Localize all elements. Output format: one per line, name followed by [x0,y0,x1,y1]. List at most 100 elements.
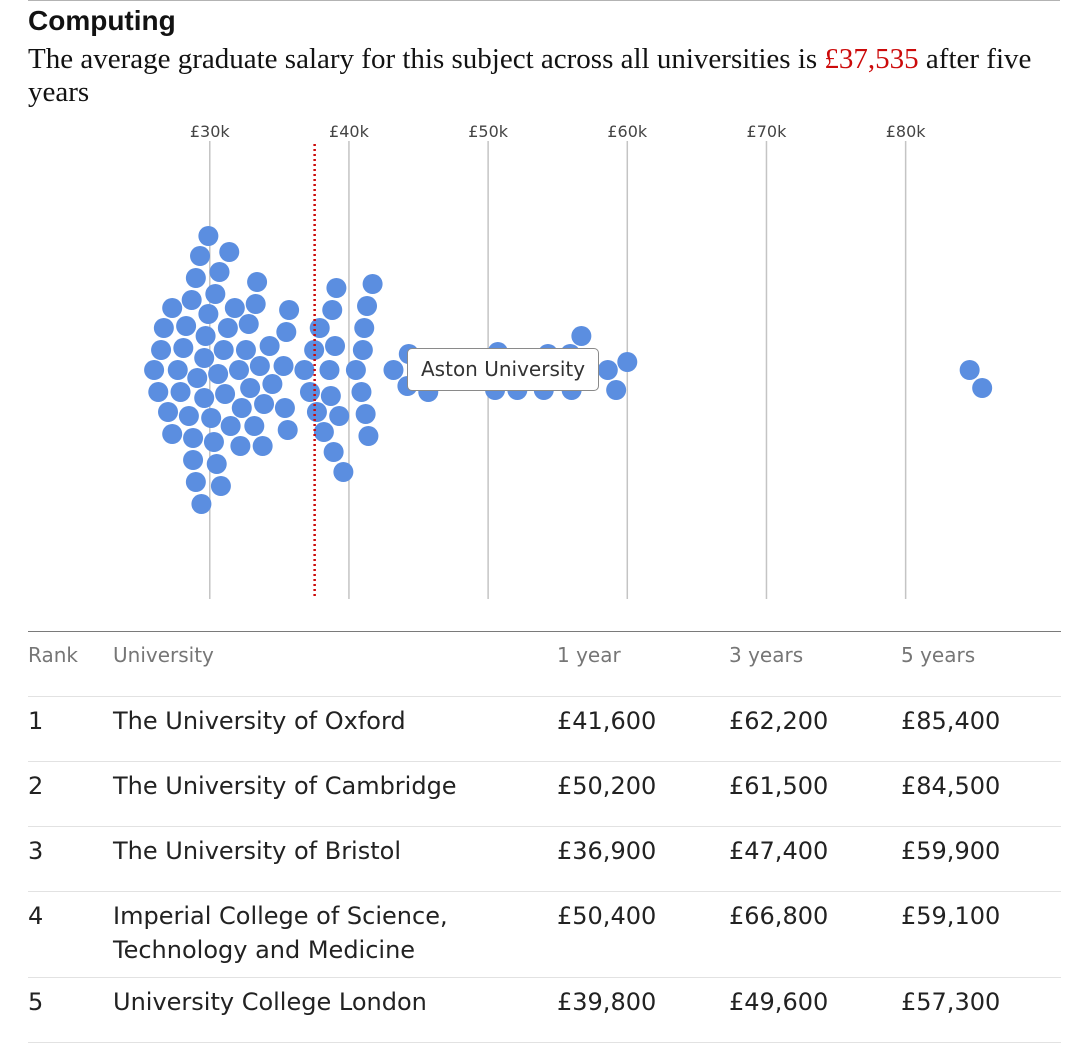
university-dot[interactable] [162,298,183,318]
university-dot[interactable] [617,352,638,372]
university-dot[interactable] [183,450,204,470]
university-dot[interactable] [238,314,259,334]
subtitle-suffix: after five years [28,43,1032,108]
x-tick-label: £40k [329,122,370,141]
x-tick-label: £60k [607,122,648,141]
university-dot[interactable] [240,378,261,398]
university-dot[interactable] [170,382,191,402]
university-dot[interactable] [205,284,226,304]
university-dot[interactable] [183,428,204,448]
university-dot[interactable] [313,422,334,442]
university-dot[interactable] [217,318,238,338]
university-dot[interactable] [178,406,199,426]
university-dot[interactable] [333,462,354,482]
header-rank[interactable]: Rank [28,643,78,667]
university-dot[interactable] [176,316,197,336]
university-dot[interactable] [351,382,372,402]
university-dot[interactable] [252,436,273,456]
header-1-year[interactable]: 1 year [557,643,621,667]
university-dot[interactable] [203,432,224,452]
university-dot[interactable] [173,338,194,358]
university-dot[interactable] [213,340,234,360]
university-dot[interactable] [185,472,206,492]
university-dot[interactable] [144,360,165,380]
university-dot[interactable] [151,340,172,360]
university-dot[interactable] [277,420,298,440]
university-dot[interactable] [597,360,618,380]
university-dot[interactable] [231,398,252,418]
university-dot[interactable] [254,394,275,414]
university-dot[interactable] [198,226,219,246]
university-dot[interactable] [274,398,295,418]
university-dot[interactable] [606,380,627,400]
header-university[interactable]: University [113,643,214,667]
university-dot[interactable] [352,340,373,360]
university-dot[interactable] [185,268,206,288]
university-dot[interactable] [273,356,294,376]
university-dot[interactable] [358,426,379,446]
header-3-years[interactable]: 3 years [729,643,804,667]
university-dot[interactable] [322,300,343,320]
university-dot[interactable] [357,296,378,316]
university-dot[interactable] [571,326,592,346]
university-dot[interactable] [148,382,169,402]
university-dot[interactable] [245,294,266,314]
university-dot[interactable] [309,318,330,338]
university-dot[interactable] [320,386,341,406]
university-dot[interactable] [355,404,376,424]
university-dot[interactable] [262,374,283,394]
table-row: 1 The University of Oxford £41,600 £62,2… [28,697,1061,762]
university-dot[interactable] [228,360,249,380]
university-dot[interactable] [319,360,340,380]
chart-subtitle: The average graduate salary for this sub… [28,43,1063,109]
salary-5-years-cell: £57,300 [901,988,1001,1016]
university-dot[interactable] [249,356,270,376]
university-dot[interactable] [162,424,183,444]
university-dot[interactable] [209,262,230,282]
university-dot[interactable] [219,242,240,262]
university-dot[interactable] [181,290,202,310]
university-dot[interactable] [972,378,993,398]
university-dot[interactable] [362,274,383,294]
university-dot[interactable] [326,278,347,298]
university-dot[interactable] [210,476,231,496]
university-dot[interactable] [191,494,212,514]
university-dot[interactable] [187,368,208,388]
university-dot[interactable] [206,454,227,474]
university-dot[interactable] [244,416,265,436]
rank-cell: 2 [28,772,44,800]
university-dot[interactable] [194,388,215,408]
university-dot[interactable] [190,246,211,266]
university-dot[interactable] [279,300,300,320]
university-dot[interactable] [230,436,251,456]
university-dot[interactable] [323,442,344,462]
university-dot[interactable] [224,298,245,318]
average-salary: £37,535 [824,43,919,75]
university-dot[interactable] [153,318,174,338]
x-tick-label: £70k [747,122,788,141]
university-dot[interactable] [299,382,320,402]
university-cell: The University of Cambridge [113,772,457,800]
university-dot[interactable] [208,364,229,384]
university-dot[interactable] [167,360,188,380]
university-dot[interactable] [158,402,179,422]
university-dot[interactable] [306,402,327,422]
university-dot[interactable] [259,336,280,356]
university-dot[interactable] [220,416,241,436]
university-dot[interactable] [294,360,315,380]
university-dot[interactable] [194,348,215,368]
university-dot[interactable] [383,360,404,380]
university-dot[interactable] [276,322,297,342]
university-dot[interactable] [247,272,268,292]
university-dot[interactable] [201,408,222,428]
university-dot[interactable] [325,336,346,356]
university-dot[interactable] [195,326,216,346]
header-5-years[interactable]: 5 years [901,643,976,667]
university-dot[interactable] [354,318,375,338]
university-dot[interactable] [345,360,366,380]
university-dot[interactable] [215,384,236,404]
university-dot[interactable] [959,360,980,380]
university-dot[interactable] [329,406,350,426]
university-dot[interactable] [198,304,219,324]
university-dot[interactable] [235,340,256,360]
